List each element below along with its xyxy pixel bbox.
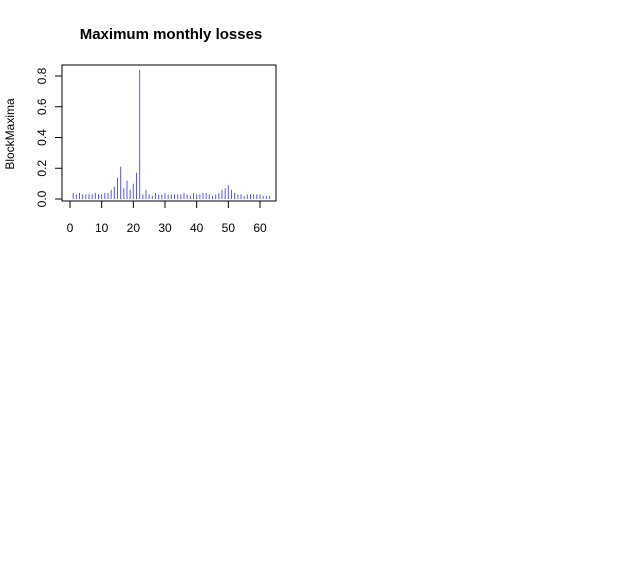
y-axis-label: BlockMaxima bbox=[3, 98, 17, 170]
y-tick-label: 0.0 bbox=[35, 190, 49, 207]
x-axis: 0 10 20 30 40 50 60 bbox=[67, 200, 267, 235]
y-axis: 0.0 0.2 0.4 0.6 0.8 bbox=[35, 67, 63, 207]
y-tick-label: 0.2 bbox=[35, 160, 49, 177]
x-tick-label: 30 bbox=[158, 221, 172, 235]
x-tick-label: 60 bbox=[253, 221, 267, 235]
plot-frame bbox=[61, 64, 277, 202]
x-tick-label: 10 bbox=[95, 221, 109, 235]
y-tick-label: 0.6 bbox=[35, 98, 49, 115]
bars-group bbox=[72, 69, 270, 199]
y-tick-label: 0.4 bbox=[35, 129, 49, 146]
x-tick-label: 40 bbox=[190, 221, 204, 235]
x-tick-label: 0 bbox=[67, 221, 74, 235]
chart-title: Maximum monthly losses bbox=[80, 26, 263, 43]
y-tick-label: 0.8 bbox=[35, 67, 49, 84]
x-tick-label: 20 bbox=[127, 221, 141, 235]
x-tick-label: 50 bbox=[222, 221, 236, 235]
